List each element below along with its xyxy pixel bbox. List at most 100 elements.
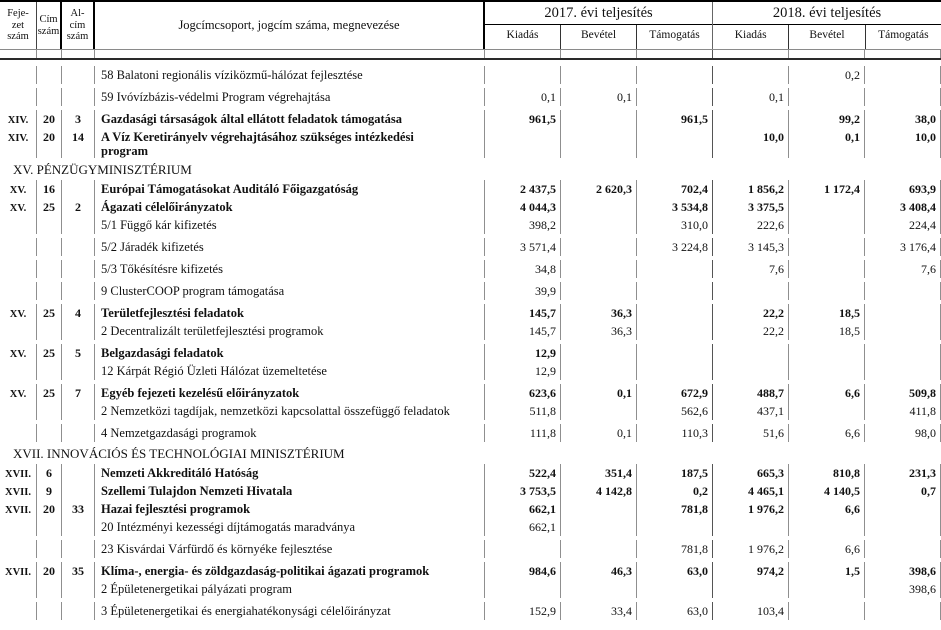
col-2017-kiadas: 2 437,5	[485, 180, 561, 198]
col-2017-kiadas: 3 571,4	[485, 238, 561, 256]
col-fejezet-szam	[0, 402, 37, 420]
table-row: XIV. 20 14 A Víz Keretirányelv végrehajt…	[0, 128, 941, 158]
header-group-2017: 2017. évi teljesítés Kiadás Bevétel Támo…	[485, 2, 713, 49]
col-2017-kiadas: 511,8	[485, 402, 561, 420]
col-megnevezes: 5/1 Függő kár kifizetés	[95, 216, 485, 234]
col-cim-szam	[37, 402, 62, 420]
col-cim-szam: 20	[37, 128, 62, 158]
col-2017-tamogatas	[637, 282, 713, 300]
col-2017-bevetel: 33,4	[561, 602, 637, 620]
col-megnevezes: Területfejlesztési feladatok	[95, 304, 485, 322]
col-cim-szam: 16	[37, 180, 62, 198]
col-2018-tamogatas	[865, 322, 941, 340]
col-alcim-szam	[62, 180, 95, 198]
col-fejezet-szam	[0, 518, 37, 536]
header-year-2017: 2017. évi teljesítés	[485, 2, 712, 25]
col-fejezet-szam: XVII.	[0, 562, 37, 580]
col-2018-tamogatas: 3 176,4	[865, 238, 941, 256]
col-megnevezes: 3 Épületenergetikai és energiahatékonysá…	[95, 602, 485, 620]
col-fejezet-szam	[0, 362, 37, 380]
col-2018-tamogatas	[865, 500, 941, 518]
col-2017-bevetel: 0,1	[561, 88, 637, 106]
col-2017-tamogatas: 310,0	[637, 216, 713, 234]
col-cim-szam: 25	[37, 344, 62, 362]
table-row: XIV. 20 3 Gazdasági társaságok által ell…	[0, 110, 941, 128]
table-row: XVII. 6 Nemzeti Akkreditáló Hatóság 522,…	[0, 464, 941, 482]
col-2017-bevetel: 0,1	[561, 424, 637, 442]
col-2018-tamogatas: 398,6	[865, 562, 941, 580]
col-2018-kiadas: 0,1	[713, 88, 789, 106]
col-2018-bevetel: 18,5	[789, 322, 865, 340]
col-alcim-szam: 3	[62, 110, 95, 128]
col-cim-szam: 20	[37, 500, 62, 518]
header-year-2018: 2018. évi teljesítés	[713, 2, 941, 25]
col-fejezet-szam	[0, 580, 37, 598]
col-megnevezes: 9 ClusterCOOP program támogatása	[95, 282, 485, 300]
col-2018-bevetel: 0,1	[789, 128, 865, 158]
col-cim-szam	[37, 88, 62, 106]
col-2017-tamogatas: 781,8	[637, 540, 713, 558]
col-2017-kiadas: 522,4	[485, 464, 561, 482]
col-2018-bevetel	[789, 362, 865, 380]
table-body: 58 Balatoni regionális víziközmű-hálózat…	[0, 60, 941, 620]
col-2017-tamogatas: 3 534,8	[637, 198, 713, 216]
col-2017-bevetel	[561, 518, 637, 536]
col-2018-bevetel: 6,6	[789, 384, 865, 402]
col-2017-kiadas	[485, 128, 561, 158]
col-2018-bevetel	[789, 344, 865, 362]
col-2017-tamogatas	[637, 344, 713, 362]
col-2017-kiadas: 4 044,3	[485, 198, 561, 216]
col-fejezet-szam	[0, 66, 37, 84]
col-2017-tamogatas	[637, 260, 713, 278]
col-2017-bevetel	[561, 238, 637, 256]
col-fejezet-szam	[0, 282, 37, 300]
table-row: XV. 16 Európai Támogatásokat Auditáló Fő…	[0, 180, 941, 198]
col-2017-bevetel	[561, 362, 637, 380]
col-megnevezes: 5/3 Tőkésítésre kifizetés	[95, 260, 485, 278]
col-fejezet-szam: XVII.	[0, 482, 37, 500]
col-2018-kiadas: 665,3	[713, 464, 789, 482]
col-2017-tamogatas	[637, 304, 713, 322]
col-2017-tamogatas	[637, 88, 713, 106]
col-megnevezes: Szellemi Tulajdon Nemzeti Hivatala	[95, 482, 485, 500]
col-alcim-szam	[62, 402, 95, 420]
col-2017-bevetel	[561, 580, 637, 598]
col-2017-kiadas: 39,9	[485, 282, 561, 300]
col-2017-kiadas: 12,9	[485, 344, 561, 362]
col-2018-tamogatas	[865, 344, 941, 362]
col-2018-tamogatas	[865, 540, 941, 558]
header-body-divider	[0, 58, 941, 60]
col-cim-szam	[37, 424, 62, 442]
col-2017-tamogatas	[637, 322, 713, 340]
col-2018-kiadas: 3 375,5	[713, 198, 789, 216]
col-2018-kiadas: 1 976,2	[713, 540, 789, 558]
col-2018-bevetel	[789, 580, 865, 598]
header-alcim-szam: Al- cím szám	[62, 2, 95, 49]
col-fejezet-szam: XIV.	[0, 128, 37, 158]
col-megnevezes: 5/2 Járadék kifizetés	[95, 238, 485, 256]
col-alcim-szam	[62, 518, 95, 536]
col-2017-tamogatas: 702,4	[637, 180, 713, 198]
col-2017-bevetel: 36,3	[561, 322, 637, 340]
header-group-2018: 2018. évi teljesítés Kiadás Bevétel Támo…	[713, 2, 941, 49]
col-2017-bevetel	[561, 110, 637, 128]
col-alcim-szam	[62, 464, 95, 482]
col-2018-tamogatas: 693,9	[865, 180, 941, 198]
col-2018-bevetel	[789, 260, 865, 278]
col-2018-tamogatas: 231,3	[865, 464, 941, 482]
col-2018-bevetel	[789, 216, 865, 234]
col-cim-szam: 25	[37, 304, 62, 322]
col-megnevezes: 20 Intézményi kezességi díjtámogatás mar…	[95, 518, 485, 536]
col-2018-bevetel	[789, 88, 865, 106]
table-row: 5/2 Járadék kifizetés 3 571,4 3 224,8 3 …	[0, 238, 941, 256]
col-2018-tamogatas: 398,6	[865, 580, 941, 598]
col-2018-tamogatas: 98,0	[865, 424, 941, 442]
col-alcim-szam: 7	[62, 384, 95, 402]
col-2018-tamogatas: 3 408,4	[865, 198, 941, 216]
col-fejezet-szam: XV.	[0, 344, 37, 362]
header-fejezet-szam: Feje- zet szám	[0, 2, 37, 49]
col-2017-bevetel	[561, 198, 637, 216]
section-header: XV. PÉNZÜGYMINISZTÉRIUM	[13, 162, 192, 177]
col-2018-kiadas: 22,2	[713, 304, 789, 322]
col-2017-kiadas: 152,9	[485, 602, 561, 620]
